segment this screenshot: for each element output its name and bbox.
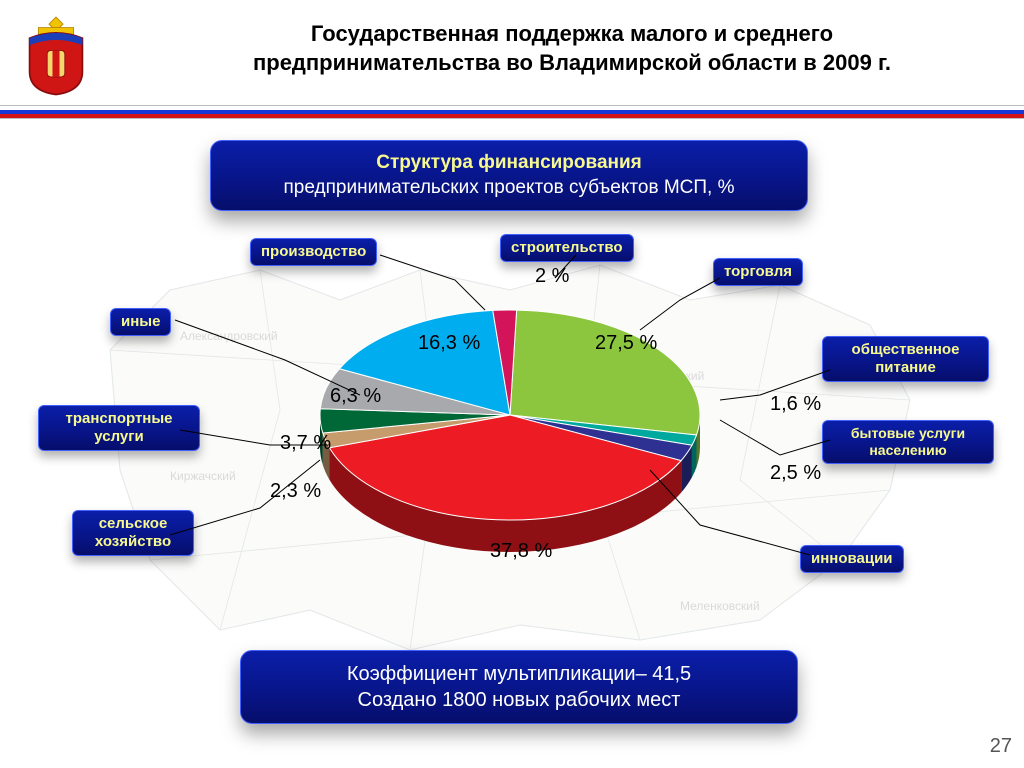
- subtitle-panel: Структура финансирования предприниматель…: [210, 140, 808, 211]
- label-сельское-хозяйство: сельскоехозяйство: [72, 510, 194, 556]
- tricolor-divider: [0, 105, 1024, 119]
- label-инновации: инновации: [800, 545, 904, 573]
- subtitle-line2: предпринимательских проектов субъектов М…: [284, 177, 735, 198]
- label-иные: иные: [110, 308, 171, 336]
- page-title: Государственная поддержка малого и средн…: [160, 20, 984, 77]
- subtitle-line1: Структура финансирования: [376, 152, 642, 173]
- svg-text:Александровский: Александровский: [180, 329, 278, 343]
- svg-text:Меленковский: Меленковский: [680, 599, 760, 613]
- pct-общественное-питание: 1,6 %: [770, 393, 821, 416]
- label-производство: производство: [250, 238, 377, 266]
- footer-line2: Создано 1800 новых рабочих мест: [358, 689, 681, 711]
- page-number: 27: [990, 735, 1012, 758]
- label-транспортные-услуги: транспортныеуслуги: [38, 405, 200, 451]
- pct-иные: 6,3 %: [330, 385, 381, 408]
- pct-торговля: 27,5 %: [595, 332, 657, 355]
- footer-panel: Коэффициент мультипликации– 41,5 Создано…: [240, 650, 798, 724]
- pct-транспортные-услуги: 3,7 %: [280, 432, 331, 455]
- label-общественное-питание: общественноепитание: [822, 336, 989, 382]
- pct-бытовые-услуги: 2,5 %: [770, 462, 821, 485]
- pie-chart: [300, 285, 720, 565]
- title-line1: Государственная поддержка малого и средн…: [311, 21, 833, 46]
- pct-строительство: 2 %: [535, 265, 569, 288]
- title-line2: предпринимательства во Владимирской обла…: [253, 50, 891, 75]
- svg-text:Киржачский: Киржачский: [170, 469, 236, 483]
- pct-сельское-хозяйство: 2,3 %: [270, 480, 321, 503]
- label-строительство: строительство: [500, 234, 634, 262]
- label-торговля: торговля: [713, 258, 803, 286]
- label-бытовые-услуги: бытовые услугинаселению: [822, 420, 994, 464]
- footer-line1: Коэффициент мультипликации– 41,5: [347, 663, 691, 685]
- pct-инновации: 37,8 %: [490, 540, 552, 563]
- pct-производство: 16,3 %: [418, 332, 480, 355]
- region-crest-icon: [12, 10, 100, 98]
